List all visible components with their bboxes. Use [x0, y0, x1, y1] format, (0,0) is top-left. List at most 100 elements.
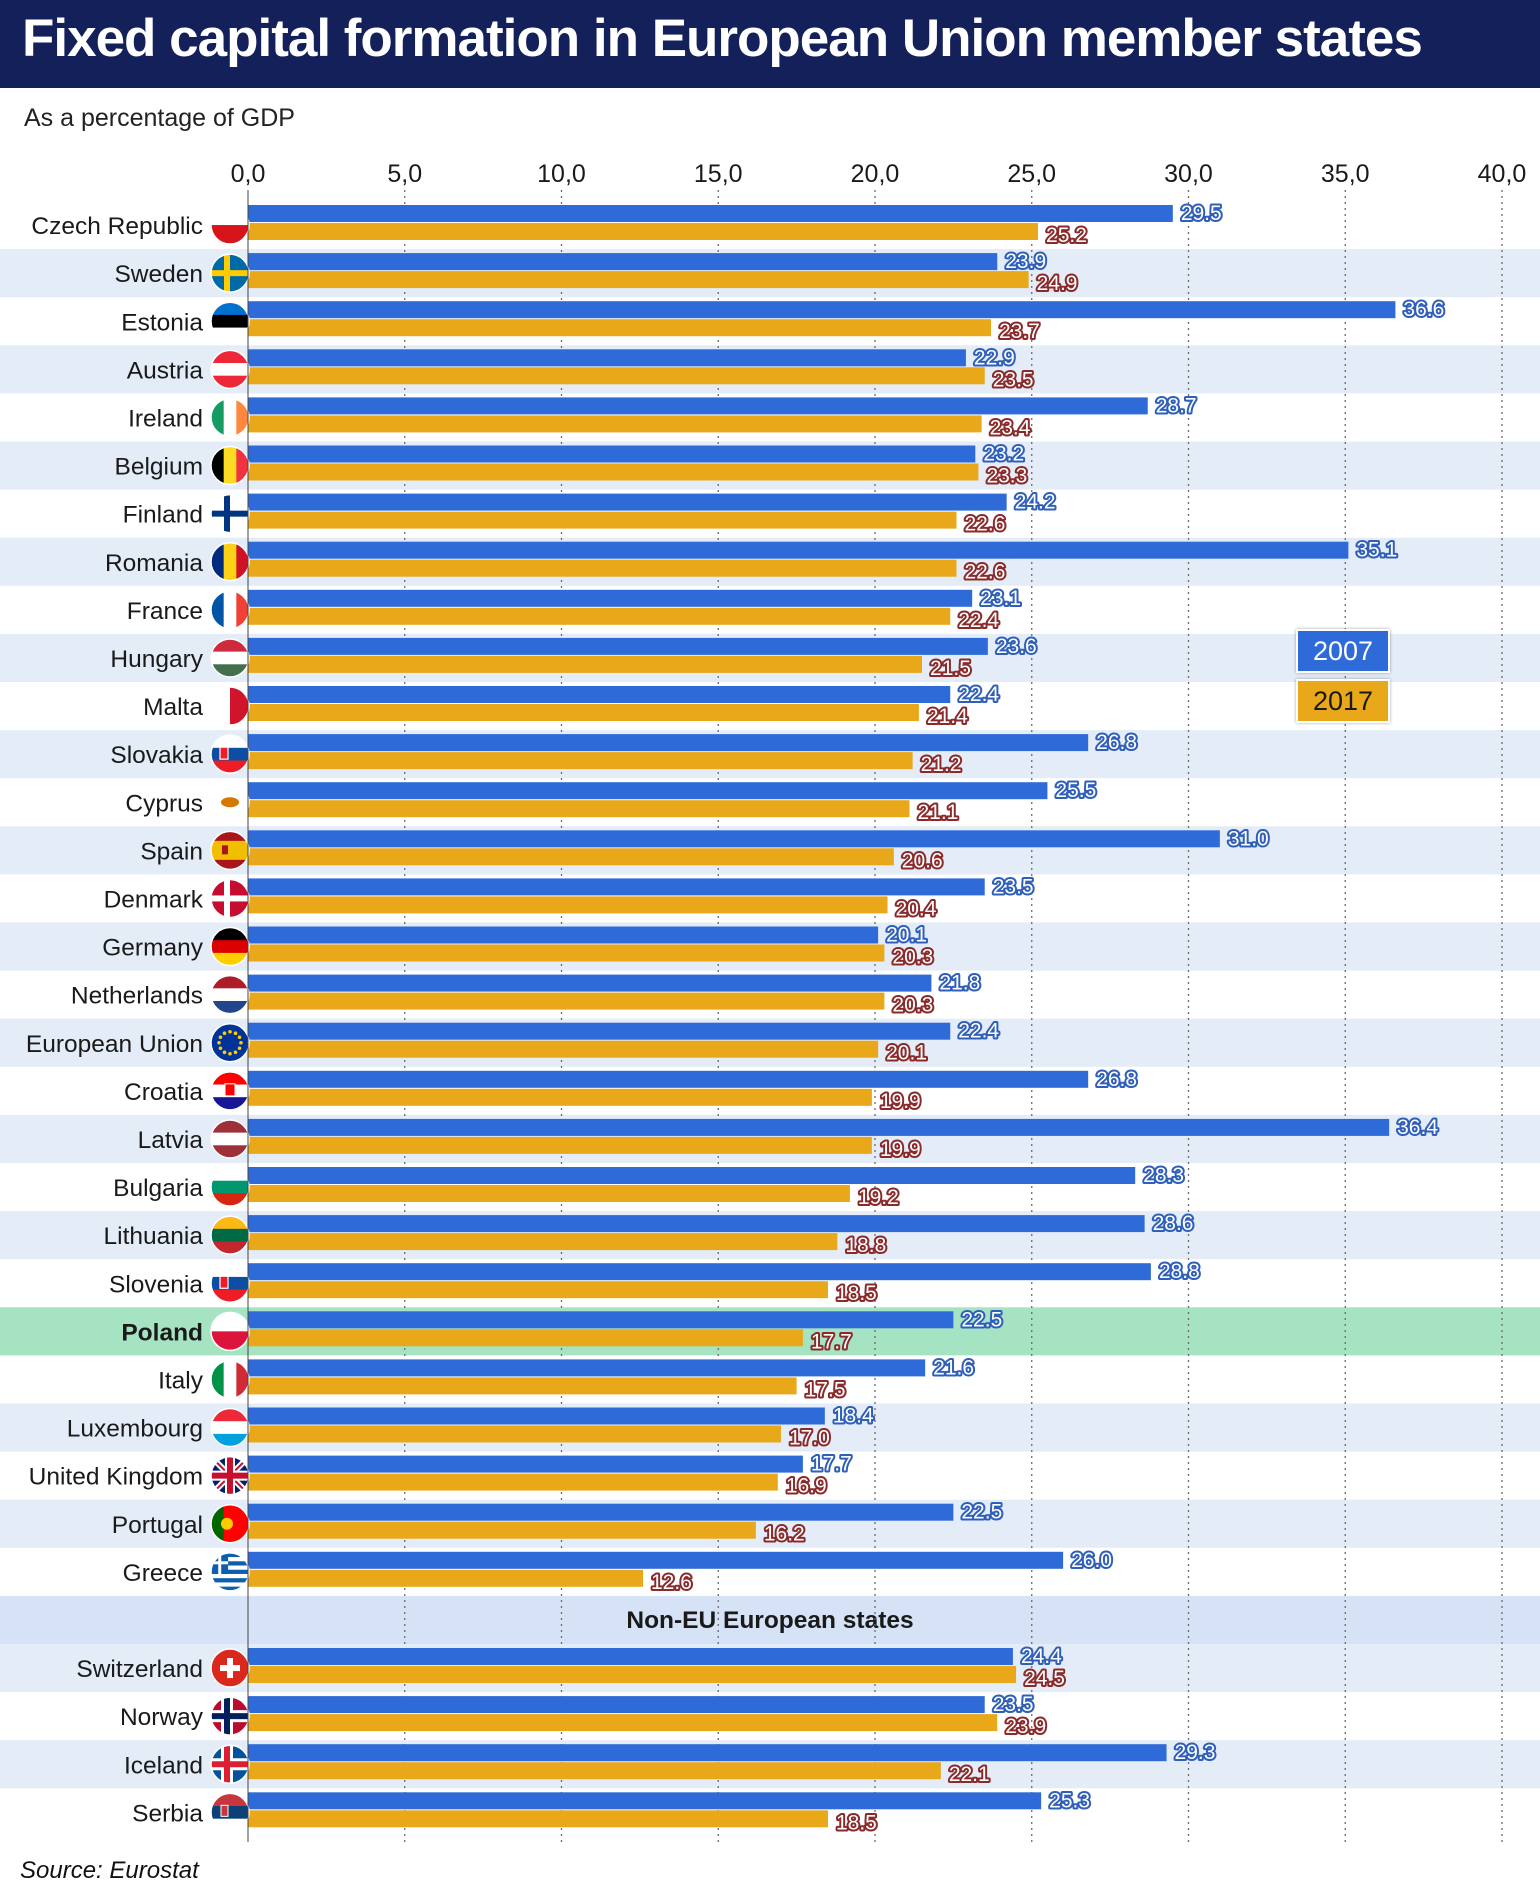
flag-stripe [211, 398, 225, 437]
bar-2007 [248, 878, 985, 896]
bar-2007 [248, 782, 1048, 800]
country-label: Switzerland [76, 1656, 203, 1683]
bar-2007 [248, 1407, 825, 1425]
x-tick-label: 10,0 [537, 160, 586, 188]
data-label-2007: 26.8 [1096, 1068, 1137, 1091]
flag-stripe [211, 831, 249, 842]
data-label-2017: 17.0 [789, 1427, 830, 1450]
data-label-2017: 22.6 [965, 561, 1006, 584]
bar-2017 [248, 655, 923, 673]
bar-2017 [248, 992, 885, 1010]
bar-2007 [248, 541, 1349, 559]
bar-2007 [248, 349, 966, 367]
flag-stripe [211, 1552, 249, 1558]
data-label-2017: 18.5 [836, 1811, 877, 1834]
flags [210, 205, 250, 1833]
country-label: Portugal [112, 1512, 203, 1539]
data-label-2017: 17.7 [811, 1330, 852, 1353]
flag-rim [210, 301, 250, 341]
flag-stripe [211, 1071, 249, 1086]
section-label: Non-EU European states [626, 1607, 913, 1634]
flag-rim [210, 253, 250, 293]
flag-cross [211, 1713, 249, 1720]
bar-2017 [248, 1473, 778, 1491]
country-label: Romania [105, 550, 203, 577]
bar-2007 [248, 301, 1396, 319]
data-label-2007: 28.3 [1143, 1164, 1184, 1187]
bar-2007 [248, 445, 976, 463]
flag-stripe [211, 1228, 249, 1242]
bar-2007 [248, 589, 973, 607]
flag-rim [210, 1648, 250, 1688]
data-label-2007: 29.3 [1175, 1741, 1216, 1764]
flag-stripe [211, 747, 249, 761]
country-label: Luxembourg [67, 1416, 203, 1443]
bar-2017 [248, 559, 957, 577]
data-label-2017: 24.5 [1024, 1667, 1065, 1690]
flag-stripe [211, 840, 249, 851]
country-label: Slovenia [109, 1271, 203, 1298]
data-label-2007: 28.7 [1156, 394, 1197, 417]
data-label-2017: 19.9 [880, 1090, 921, 1113]
data-label-2007: 29.5 [1181, 202, 1222, 225]
flag-rim [210, 1359, 250, 1400]
flag-stripe [211, 1312, 249, 1332]
data-label-2017: 18.5 [836, 1282, 877, 1305]
data-label-2017: 20.3 [892, 946, 933, 969]
flag-cross [211, 510, 249, 517]
bar-2017 [248, 1088, 872, 1106]
flag-stripe [211, 975, 249, 989]
data-label-2017: 22.1 [949, 1763, 990, 1786]
bar-2017 [248, 1136, 872, 1154]
flag-rim [210, 349, 250, 390]
bar-2017 [248, 848, 894, 866]
data-label-2007: 23.5 [993, 1693, 1034, 1716]
flag-stripe [211, 363, 249, 377]
country-label: Belgium [114, 454, 203, 481]
bar-2007 [248, 1696, 985, 1714]
flag-rim [210, 445, 250, 486]
flag-stripe [211, 1331, 249, 1351]
flag-stripe [211, 1180, 249, 1194]
bar-2007 [248, 1167, 1136, 1184]
bar-2017 [248, 271, 1029, 289]
data-label-2017: 25.2 [1046, 224, 1087, 247]
flag-rim [210, 1311, 250, 1352]
flag-rim [210, 1023, 250, 1063]
flag-rim [210, 1696, 250, 1736]
flag-star [228, 1051, 232, 1056]
flag-malta-icon [211, 687, 249, 726]
flag-sweden-icon [211, 254, 249, 293]
flag-stripe [211, 206, 249, 226]
country-label: Bulgaria [113, 1175, 203, 1202]
bar-2007 [248, 1118, 1390, 1136]
data-label-2017: 21.1 [917, 801, 958, 824]
bars: 29.525.223.924.936.623.722.923.528.723.4… [248, 200, 1446, 1836]
flag-denmark-icon [211, 879, 249, 918]
data-label-2007: 25.3 [1049, 1789, 1090, 1812]
data-label-2007: 22.5 [961, 1501, 1002, 1524]
flag-cross [211, 1761, 249, 1768]
flag-rim [210, 686, 250, 726]
bar-2017 [248, 1810, 828, 1828]
bar-2007 [248, 1022, 951, 1040]
bar-2007 [248, 1455, 803, 1473]
flag-emblem [221, 797, 239, 808]
bar-2007 [248, 974, 932, 992]
country-label: Serbia [132, 1800, 203, 1827]
country-label: Norway [120, 1704, 204, 1731]
country-label: Cyprus [125, 790, 203, 817]
country-label: Lithuania [104, 1223, 204, 1250]
country-labels: Czech Republic Sweden Estonia Austria Irelan… [26, 213, 204, 1827]
bar-2007 [248, 397, 1148, 415]
data-label-2007: 23.5 [993, 875, 1034, 898]
bar-2017 [248, 1425, 781, 1443]
data-label-2007: 23.6 [996, 635, 1037, 658]
data-label-2017: 16.2 [764, 1523, 805, 1546]
flag-poland-icon [211, 1312, 249, 1351]
data-label-2007: 18.4 [833, 1405, 874, 1428]
data-label-2017: 20.6 [902, 849, 943, 872]
data-label-2017: 19.2 [858, 1186, 899, 1209]
data-label-2017: 19.9 [880, 1138, 921, 1161]
x-tick-label: 25,0 [1007, 160, 1056, 188]
